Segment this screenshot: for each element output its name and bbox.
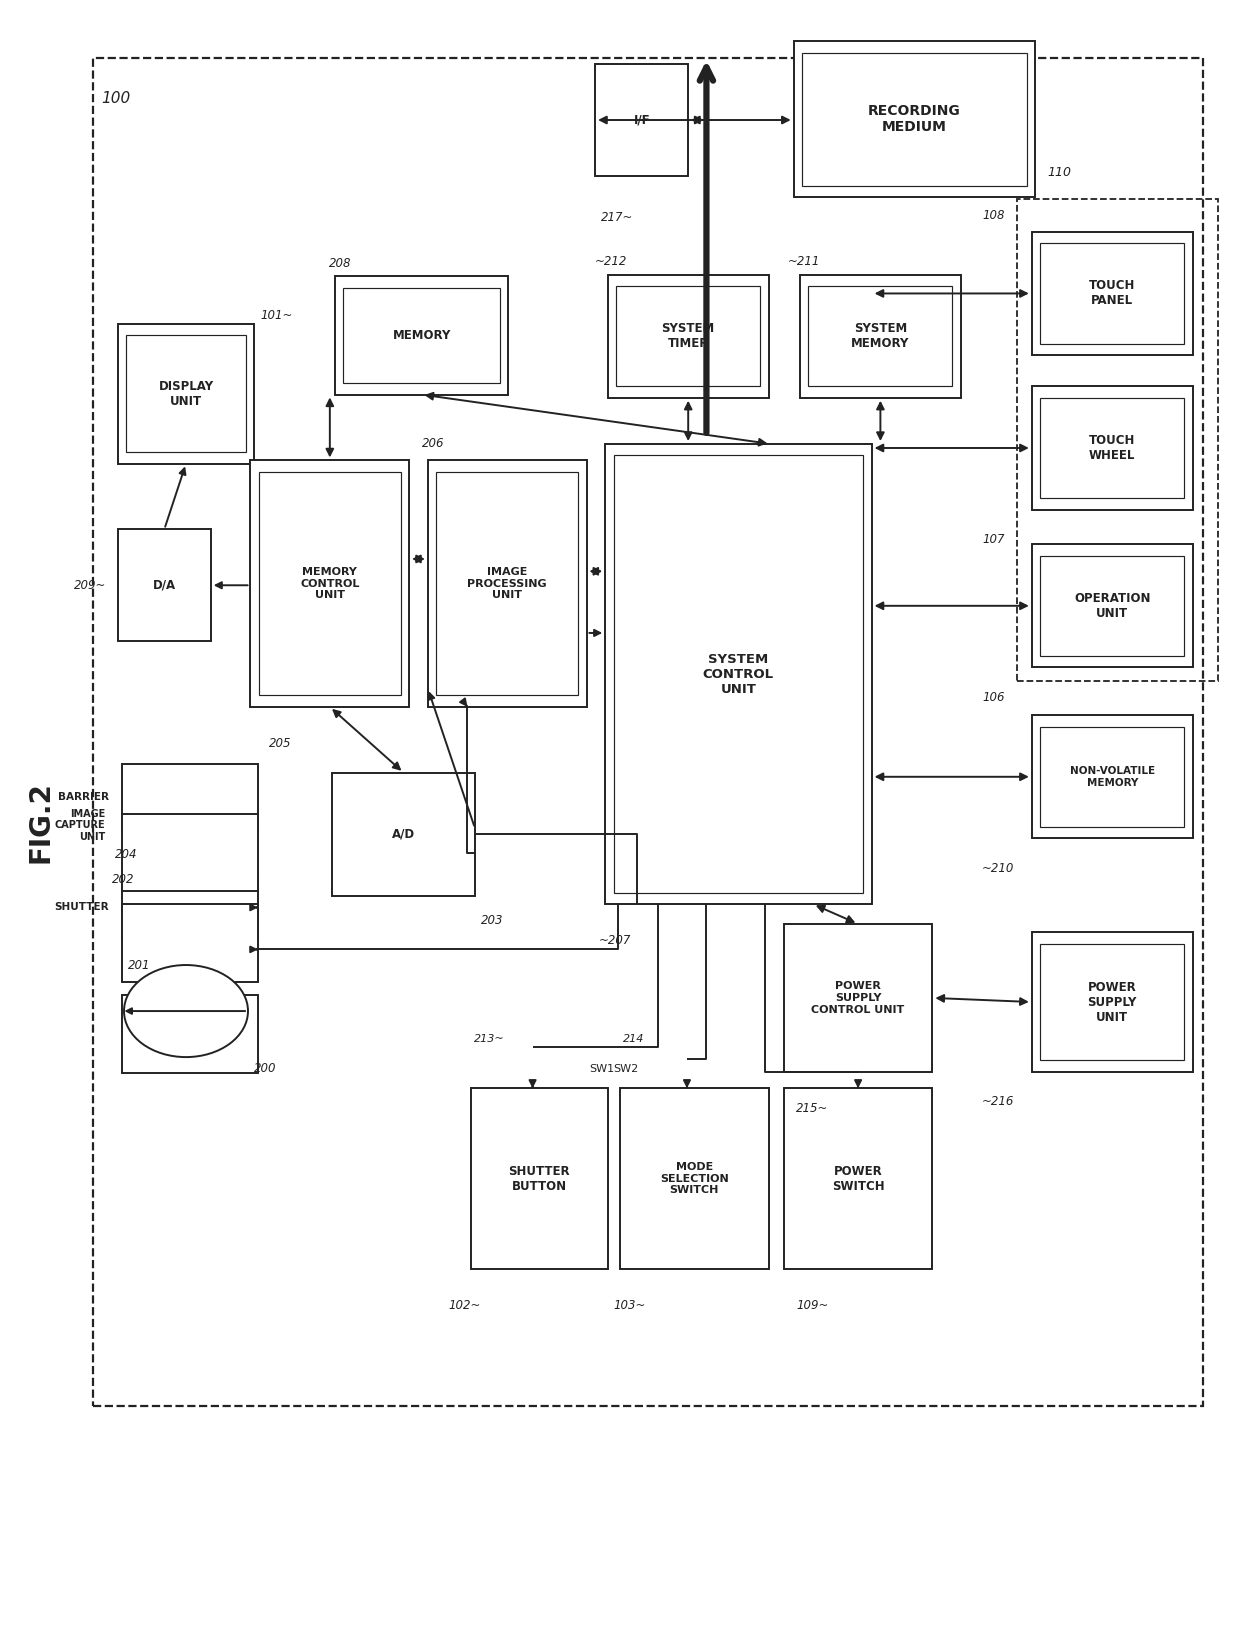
Bar xyxy=(259,472,401,695)
Text: 109~: 109~ xyxy=(796,1299,828,1312)
Bar xyxy=(784,1088,932,1269)
Bar xyxy=(1032,232,1193,355)
Bar xyxy=(614,455,863,893)
Text: 101~: 101~ xyxy=(260,309,293,322)
Text: 201: 201 xyxy=(128,958,150,972)
Text: POWER
SUPPLY
UNIT: POWER SUPPLY UNIT xyxy=(1087,980,1137,1024)
Text: IMAGE
PROCESSING
UNIT: IMAGE PROCESSING UNIT xyxy=(467,567,547,600)
Bar xyxy=(1040,727,1184,827)
Text: 213~: 213~ xyxy=(474,1034,505,1044)
Text: SHUTTER
BUTTON: SHUTTER BUTTON xyxy=(508,1164,570,1194)
Bar xyxy=(794,41,1035,197)
Text: BARRIER: BARRIER xyxy=(58,792,109,802)
Bar xyxy=(1032,715,1193,838)
Text: ~207: ~207 xyxy=(599,934,631,947)
Bar xyxy=(595,64,688,176)
Text: 217~: 217~ xyxy=(601,210,634,224)
Bar xyxy=(122,904,258,981)
Text: ~211: ~211 xyxy=(787,255,820,268)
Text: I/F: I/F xyxy=(634,113,650,127)
Bar xyxy=(471,1088,608,1269)
Bar xyxy=(802,53,1027,186)
Text: SYSTEM
TIMER: SYSTEM TIMER xyxy=(662,322,714,350)
Bar xyxy=(784,924,932,1072)
Bar xyxy=(126,335,246,452)
Bar xyxy=(1032,932,1193,1072)
Text: 100: 100 xyxy=(102,90,131,107)
Text: DISPLAY
UNIT: DISPLAY UNIT xyxy=(159,380,213,408)
Bar xyxy=(800,275,961,398)
Text: 215~: 215~ xyxy=(796,1101,828,1115)
Text: ~216: ~216 xyxy=(982,1095,1014,1108)
Bar xyxy=(118,529,211,641)
Text: 206: 206 xyxy=(422,437,444,450)
Bar xyxy=(332,773,475,896)
Text: 208: 208 xyxy=(329,256,351,270)
Text: TOUCH
WHEEL: TOUCH WHEEL xyxy=(1089,434,1136,462)
Bar xyxy=(436,472,578,695)
Text: FIG.2: FIG.2 xyxy=(27,781,55,863)
Text: NON-VOLATILE
MEMORY: NON-VOLATILE MEMORY xyxy=(1070,766,1154,787)
Text: 106: 106 xyxy=(982,690,1004,704)
Text: 107: 107 xyxy=(982,533,1004,546)
Text: OPERATION
UNIT: OPERATION UNIT xyxy=(1074,592,1151,620)
Text: 200: 200 xyxy=(254,1062,277,1075)
Text: TOUCH
PANEL: TOUCH PANEL xyxy=(1089,279,1136,307)
Text: SYSTEM
MEMORY: SYSTEM MEMORY xyxy=(851,322,910,350)
Text: 110: 110 xyxy=(1048,166,1071,179)
Text: 202: 202 xyxy=(112,873,134,886)
Text: 214: 214 xyxy=(622,1034,644,1044)
Text: 108: 108 xyxy=(982,209,1004,222)
Ellipse shape xyxy=(124,965,248,1057)
Text: A/D: A/D xyxy=(392,829,415,840)
Text: IMAGE
CAPTURE
UNIT: IMAGE CAPTURE UNIT xyxy=(55,809,105,842)
Text: 102~: 102~ xyxy=(449,1299,481,1312)
Text: 203: 203 xyxy=(481,914,503,927)
Bar xyxy=(428,460,587,707)
Text: SW1: SW1 xyxy=(589,1064,614,1074)
Bar xyxy=(250,460,409,707)
Bar xyxy=(1040,243,1184,344)
Bar xyxy=(608,275,769,398)
Bar xyxy=(122,814,258,891)
Text: SW2: SW2 xyxy=(614,1064,639,1074)
Bar xyxy=(1017,199,1218,681)
Bar xyxy=(1040,944,1184,1060)
Text: ~212: ~212 xyxy=(595,255,627,268)
Text: ~210: ~210 xyxy=(982,861,1014,875)
Bar xyxy=(93,58,1203,1406)
Text: MEMORY
CONTROL
UNIT: MEMORY CONTROL UNIT xyxy=(300,567,360,600)
Bar xyxy=(1032,386,1193,510)
Text: 209~: 209~ xyxy=(74,579,107,592)
Text: POWER
SWITCH: POWER SWITCH xyxy=(832,1164,884,1194)
Text: POWER
SUPPLY
CONTROL UNIT: POWER SUPPLY CONTROL UNIT xyxy=(811,981,905,1014)
Bar xyxy=(808,286,952,386)
Bar xyxy=(1040,556,1184,656)
Bar xyxy=(343,288,500,383)
Bar xyxy=(118,324,254,464)
Text: D/A: D/A xyxy=(153,579,176,592)
Bar xyxy=(616,286,760,386)
Bar xyxy=(620,1088,769,1269)
Bar xyxy=(122,764,258,830)
Bar xyxy=(335,276,508,395)
Bar xyxy=(122,995,258,1072)
Text: 204: 204 xyxy=(115,848,138,861)
Text: RECORDING
MEDIUM: RECORDING MEDIUM xyxy=(868,104,961,135)
Text: MEMORY: MEMORY xyxy=(392,329,451,342)
Bar xyxy=(122,875,258,940)
Text: 205: 205 xyxy=(269,737,291,750)
Bar xyxy=(1032,544,1193,667)
Text: 103~: 103~ xyxy=(614,1299,646,1312)
Text: MODE
SELECTION
SWITCH: MODE SELECTION SWITCH xyxy=(660,1162,729,1195)
Bar xyxy=(1040,398,1184,498)
Text: SYSTEM
CONTROL
UNIT: SYSTEM CONTROL UNIT xyxy=(703,653,774,695)
Text: SHUTTER: SHUTTER xyxy=(55,903,109,912)
Bar xyxy=(605,444,872,904)
